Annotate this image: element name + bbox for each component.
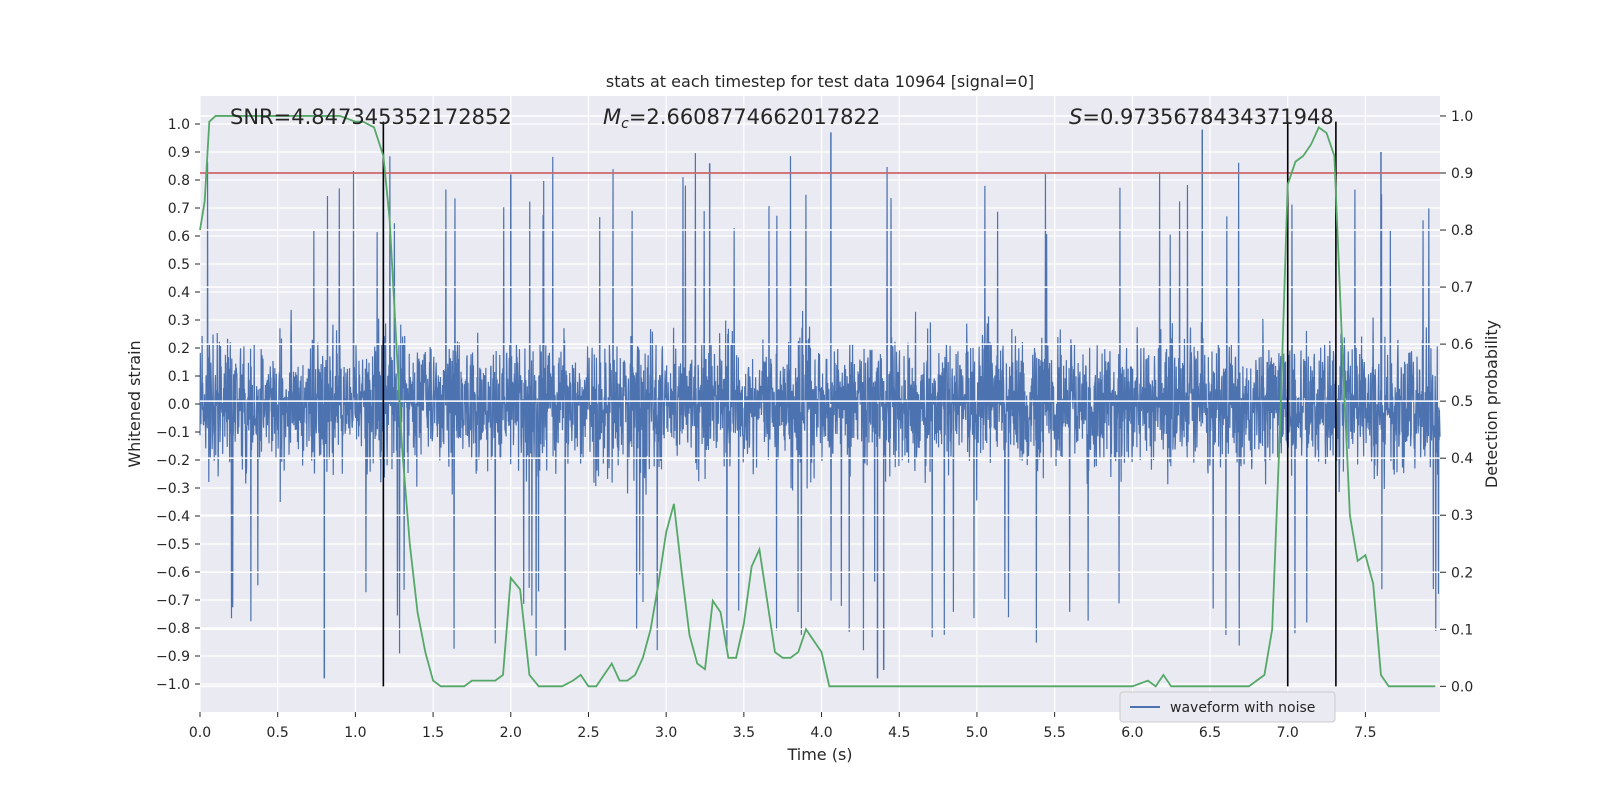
x-tick-label: 5.0 <box>966 725 988 741</box>
x-axis-label: Time (s) <box>786 745 852 764</box>
y-left-tick-label: 0.5 <box>168 257 190 273</box>
y-left-tick-label: 0.1 <box>168 369 190 385</box>
y-left-tick-label: −0.3 <box>156 481 190 497</box>
x-tick-label: 4.0 <box>810 725 832 741</box>
y-left-tick-label: −1.0 <box>156 677 190 693</box>
y-axis-right-label: Detection probability <box>1482 320 1501 488</box>
y-right-tick-label: 0.6 <box>1451 337 1473 353</box>
chart-title: stats at each timestep for test data 109… <box>606 72 1034 91</box>
y-left-tick-label: −0.4 <box>156 509 190 525</box>
x-tick-label: 5.5 <box>1044 725 1066 741</box>
snr-annotation: SNR=4.847345352172852 <box>230 105 512 129</box>
y-left-tick-label: 0.4 <box>168 285 190 301</box>
detection-probability-line <box>199 115 1436 688</box>
x-tick-label: 7.5 <box>1354 725 1376 741</box>
y-left-tick-label: 0.3 <box>168 313 190 329</box>
y-left-tick-label: −0.2 <box>156 453 190 469</box>
y-left-tick-label: 0.9 <box>168 145 190 161</box>
s-annotation: S=0.9735678434371948 <box>1069 105 1334 129</box>
y-left-tick-label: 0.0 <box>168 397 190 413</box>
y-left-tick-label: 0.2 <box>168 341 190 357</box>
y-right-tick-label: 0.4 <box>1451 451 1473 467</box>
x-tick-label: 3.5 <box>733 725 755 741</box>
y-right-tick-label: 0.8 <box>1451 223 1473 239</box>
y-left-tick-label: −0.1 <box>156 425 190 441</box>
x-tick-label: 1.5 <box>422 725 444 741</box>
y-right-tick-label: 1.0 <box>1451 109 1473 125</box>
x-tick-label: 6.5 <box>1199 725 1221 741</box>
y-left-tick-label: 0.6 <box>168 229 190 245</box>
y-right-tick-label: 0.3 <box>1451 508 1473 524</box>
y-right-tick-label: 0.0 <box>1451 679 1473 695</box>
y-left-tick-label: −0.8 <box>156 621 190 637</box>
waveform-trace <box>199 153 1441 656</box>
y-left-tick-label: 1.0 <box>168 117 190 133</box>
y-left-tick-label: −0.6 <box>156 565 190 581</box>
legend: waveform with noise <box>1119 691 1336 723</box>
y-right-tick-label: 0.7 <box>1451 280 1473 296</box>
x-tick-label: 4.5 <box>888 725 910 741</box>
y-right-tick-label: 0.5 <box>1451 394 1473 410</box>
x-tick-label: 3.0 <box>655 725 677 741</box>
y-right-tick-label: 0.9 <box>1451 166 1473 182</box>
legend-box <box>1119 691 1336 723</box>
ticks: 0.0 0.5 1.0 1.5 2.0 2.5 3.0 3.5 4.0 4.5 5.0 5.5 6.0 6… <box>156 109 1473 741</box>
x-tick-label: 7.0 <box>1277 725 1299 741</box>
x-tick-label: 0.5 <box>267 725 289 741</box>
y-axis-left-label: Whitened strain <box>125 340 144 467</box>
x-tick-label: 2.0 <box>500 725 522 741</box>
y-left-tick-label: 0.7 <box>168 201 190 217</box>
x-tick-label: 0.0 <box>189 725 211 741</box>
x-tick-label: 6.0 <box>1121 725 1143 741</box>
y-left-tick-label: −0.9 <box>156 649 190 665</box>
mc-annotation: Mc=2.6608774662017822 <box>603 105 880 132</box>
y-right-tick-label: 0.1 <box>1451 622 1473 638</box>
y-left-tick-label: 0.8 <box>168 173 190 189</box>
x-tick-label: 2.5 <box>577 725 599 741</box>
x-tick-label: 1.0 <box>344 725 366 741</box>
legend-label: waveform with noise <box>1170 700 1315 716</box>
y-left-tick-label: −0.7 <box>156 593 190 609</box>
y-right-tick-label: 0.2 <box>1451 565 1473 581</box>
y-left-tick-label: −0.5 <box>156 537 190 553</box>
overlays <box>199 115 1440 688</box>
